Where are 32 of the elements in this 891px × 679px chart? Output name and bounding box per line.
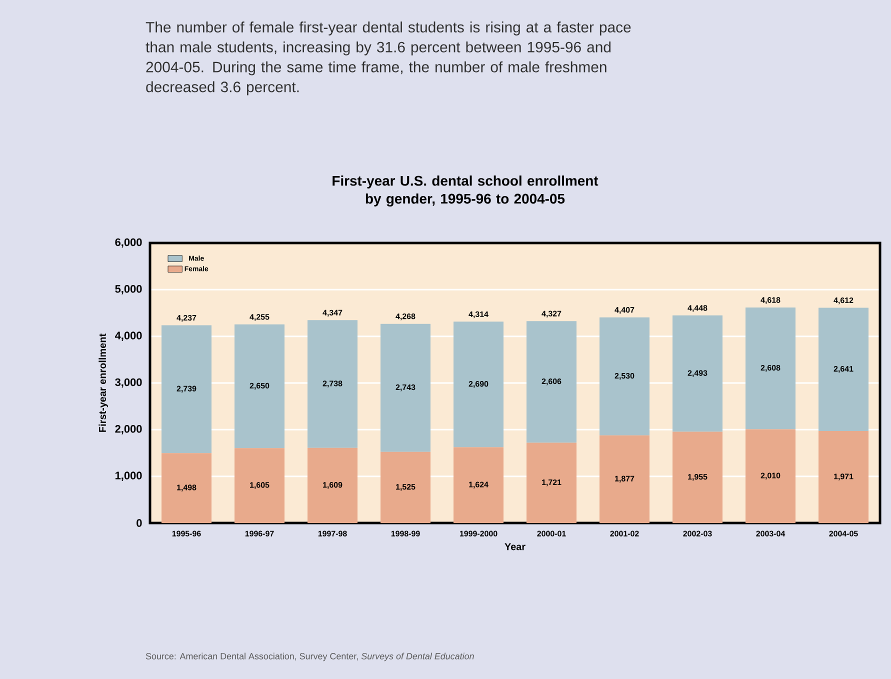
bar: [162, 453, 212, 523]
bar: [454, 322, 504, 448]
bar: [308, 448, 358, 523]
y-tick-label: 1,000: [116, 472, 142, 482]
bar: [308, 320, 358, 448]
chart-title: First-year U.S. dental school enrollment by gender, 1995-96 to 2004-05: [332, 176, 598, 207]
bar: [672, 315, 723, 432]
bar: [526, 442, 577, 523]
bar: [526, 321, 577, 443]
bar: [234, 324, 285, 448]
bar: [454, 447, 504, 523]
bar: [746, 307, 796, 430]
y-tick-label: 5,000: [115, 285, 142, 294]
text: The number of female first-year dental students is rising at a faster pace than male students, increasing by 31.6 percent between 1995-96 and 2004-05. During the same time frame, the number of male freshmen decreased 3.6 percent.: [146, 22, 631, 96]
bar: [600, 435, 650, 523]
x-axis-title: Year: [504, 543, 526, 550]
y-tick-label: 4,000: [114, 332, 142, 342]
bar: [162, 325, 212, 454]
bar: [818, 308, 869, 432]
bar: [672, 432, 723, 523]
y-tick-label: 0: [136, 519, 142, 527]
y-tick-label: 3,000: [115, 378, 142, 388]
bar: [234, 448, 285, 523]
bar: [818, 431, 869, 523]
bar: [746, 429, 796, 523]
source-note: Source: American Dental Association, Survey Center, Surveys of Dental Education: [146, 652, 474, 662]
bar: [600, 317, 650, 436]
bar: [380, 324, 431, 452]
y-axis-title: First-year enrollment: [98, 334, 108, 432]
bar: [380, 452, 431, 523]
y-tick-label: 6,000: [115, 238, 142, 248]
y-tick-label: 2,000: [115, 425, 142, 434]
